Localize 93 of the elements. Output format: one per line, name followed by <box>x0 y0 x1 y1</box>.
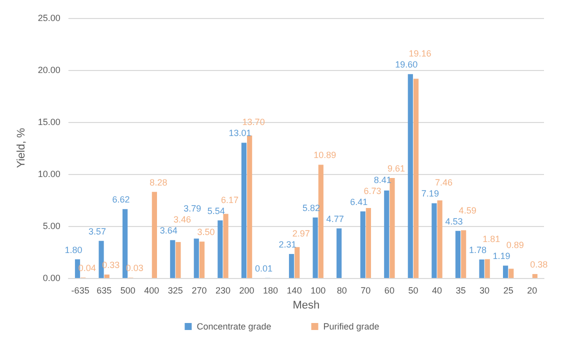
data-label: 9.61 <box>387 164 406 174</box>
data-label: 6.73 <box>364 186 382 196</box>
x-tick-label: 30 <box>480 286 490 296</box>
data-label: 7.19 <box>421 188 439 199</box>
x-tick-label: 270 <box>192 286 207 296</box>
data-label: 0.01 <box>254 263 273 274</box>
bar <box>194 238 199 278</box>
data-label: 1.81 <box>482 234 500 244</box>
data-label: 0.38 <box>530 260 548 270</box>
y-tick-label: 25.00 <box>38 13 60 23</box>
bar <box>432 203 437 278</box>
x-tick-label: 60 <box>384 286 394 296</box>
data-label: 3.46 <box>173 214 191 225</box>
bar <box>218 220 223 278</box>
data-label: 19.60 <box>395 60 418 70</box>
y-tick-label: 10.00 <box>38 169 60 179</box>
bar <box>318 164 324 278</box>
legend-label: Purified grade <box>323 322 380 332</box>
bar <box>336 228 342 278</box>
x-tick-label: 35 <box>456 286 466 296</box>
y-tick-label: 20.00 <box>38 65 60 75</box>
data-label: 3.79 <box>184 204 202 214</box>
y-tick-label: 0.00 <box>42 273 60 283</box>
bar <box>484 259 490 278</box>
data-label: 1.80 <box>64 244 82 255</box>
bar <box>390 178 395 278</box>
bar <box>98 240 104 278</box>
data-label: 1.78 <box>468 244 487 255</box>
bar <box>366 208 372 278</box>
y-axis-title: Yield, % <box>16 128 28 168</box>
x-tick-label: 20 <box>527 286 538 296</box>
data-label: 5.54 <box>207 206 225 216</box>
data-label: 2.97 <box>292 228 310 238</box>
data-label: 13.01 <box>228 128 252 138</box>
x-tick-label: 635 <box>96 286 112 296</box>
bar <box>502 266 508 278</box>
x-tick-label: 100 <box>310 286 326 296</box>
data-label: 2.31 <box>278 239 296 250</box>
x-axis-title: Mesh <box>292 299 320 312</box>
data-label: 3.57 <box>88 226 106 236</box>
bar <box>312 217 318 278</box>
bar <box>455 230 461 278</box>
bar <box>461 230 466 278</box>
bar <box>413 78 419 278</box>
x-tick-label: 200 <box>239 286 254 296</box>
x-tick-label: -635 <box>71 286 90 296</box>
x-tick-label: 40 <box>432 286 442 296</box>
bar <box>360 211 366 278</box>
data-label: 4.59 <box>458 205 476 216</box>
data-label: 4.53 <box>445 216 463 226</box>
bar <box>152 192 157 278</box>
x-tick-label: 180 <box>263 286 278 296</box>
data-label: 6.17 <box>221 194 239 205</box>
data-label: 13.70 <box>242 117 265 128</box>
x-tick-label: 325 <box>168 286 183 296</box>
x-tick-label: 50 <box>408 286 418 296</box>
x-tick-label: 400 <box>144 286 160 296</box>
data-label: 0.89 <box>506 240 524 250</box>
bar <box>408 74 413 278</box>
bar <box>170 240 176 278</box>
bar <box>437 200 442 278</box>
data-label: 4.77 <box>326 214 344 224</box>
data-label: 8.28 <box>150 177 168 188</box>
bar <box>294 247 300 278</box>
data-label: 7.46 <box>435 178 453 188</box>
x-tick-label: 500 <box>120 286 136 296</box>
data-label: 1.19 <box>492 251 510 262</box>
bar <box>223 214 228 278</box>
bar <box>508 268 514 278</box>
bar <box>122 209 128 278</box>
data-label: 3.64 <box>160 226 178 236</box>
x-tick-label: 230 <box>215 286 230 296</box>
x-tick-label: 140 <box>286 286 302 296</box>
legend-label: Concentrate grade <box>196 322 272 332</box>
bar <box>479 259 484 278</box>
bar <box>241 142 247 278</box>
y-tick-label: 5.00 <box>42 221 60 231</box>
data-label: 6.41 <box>350 196 368 207</box>
bar <box>532 274 538 278</box>
x-tick-label: 70 <box>360 286 371 296</box>
data-label: 6.62 <box>112 194 130 205</box>
y-tick-label: 15.00 <box>38 117 60 127</box>
x-tick-label: 80 <box>336 286 347 296</box>
data-label: 10.89 <box>314 150 336 160</box>
bar <box>104 274 110 278</box>
bar <box>247 136 252 278</box>
x-tick-label: 25 <box>503 286 514 296</box>
bar <box>288 254 294 278</box>
bar <box>384 190 390 278</box>
data-label: 3.50 <box>197 227 215 238</box>
data-label: 19.16 <box>408 48 432 59</box>
bar <box>199 242 205 278</box>
bar <box>176 242 181 278</box>
